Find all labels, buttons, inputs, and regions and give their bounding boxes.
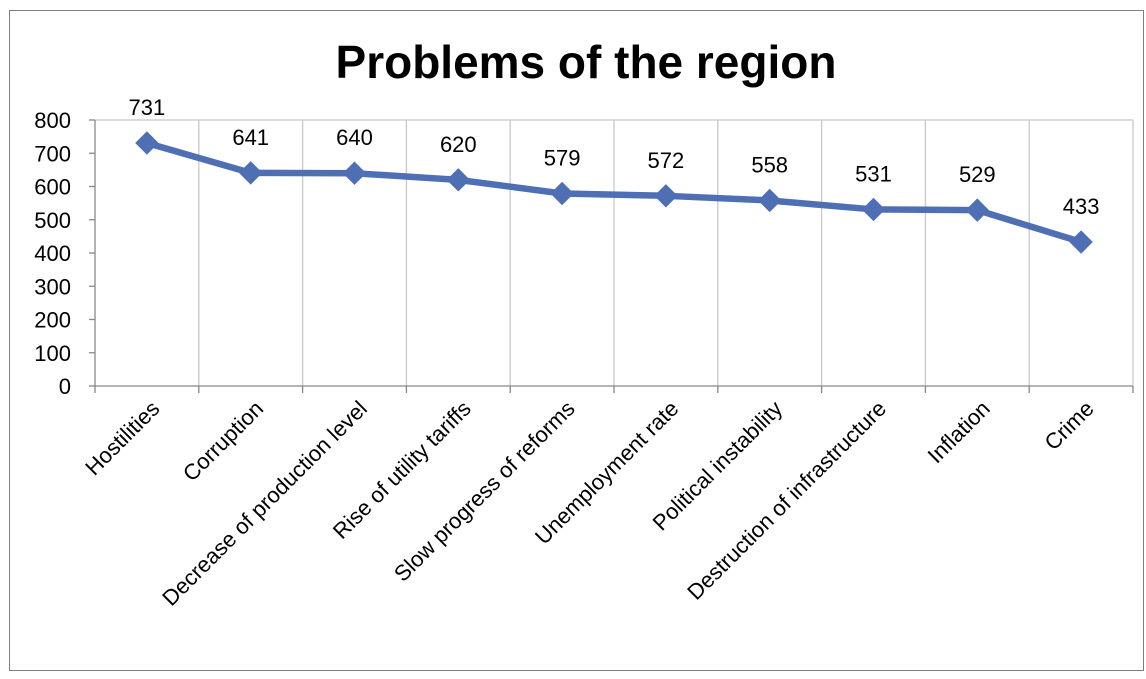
data-point-marker — [446, 168, 471, 192]
data-point-marker — [861, 197, 886, 222]
series-line — [145, 139, 1083, 246]
data-label: 529 — [959, 162, 996, 187]
data-label: 641 — [232, 125, 269, 150]
data-label: 579 — [544, 145, 581, 170]
axes — [89, 119, 1134, 393]
y-tick-label: 500 — [34, 208, 71, 233]
data-label: 731 — [129, 95, 166, 120]
data-point-marker — [965, 198, 990, 222]
series-line-layer — [145, 139, 1083, 246]
y-tick-label: 600 — [34, 175, 71, 200]
y-axis-tick-labels: 0 100 200 300 400 500 600 700 800 — [34, 108, 71, 399]
data-point-marker — [550, 181, 574, 206]
y-tick-label: 400 — [34, 241, 71, 266]
y-tick-label: 0 — [59, 374, 71, 399]
series-markers — [135, 131, 1093, 254]
y-tick-label: 800 — [34, 108, 71, 133]
data-label: 558 — [751, 152, 788, 177]
data-label: 572 — [648, 148, 685, 173]
data-point-marker — [1069, 230, 1093, 254]
data-label: 433 — [1063, 194, 1100, 219]
data-label: 640 — [336, 125, 373, 150]
data-label: 620 — [440, 132, 477, 157]
y-tick-label: 100 — [34, 341, 71, 366]
grid-lines — [95, 119, 1134, 386]
data-point-marker — [654, 184, 678, 208]
data-label: 531 — [855, 161, 892, 186]
y-tick-label: 200 — [34, 308, 71, 333]
data-point-marker — [757, 188, 782, 213]
data-point-marker — [342, 161, 367, 185]
data-point-marker — [135, 131, 159, 155]
chart-title: Problems of the region — [336, 36, 837, 88]
y-tick-label: 700 — [34, 141, 71, 166]
data-labels: 731 641 640 620 579 572 558 531 529 433 — [129, 95, 1100, 219]
y-tick-label: 300 — [34, 274, 71, 299]
data-point-marker — [238, 161, 263, 185]
